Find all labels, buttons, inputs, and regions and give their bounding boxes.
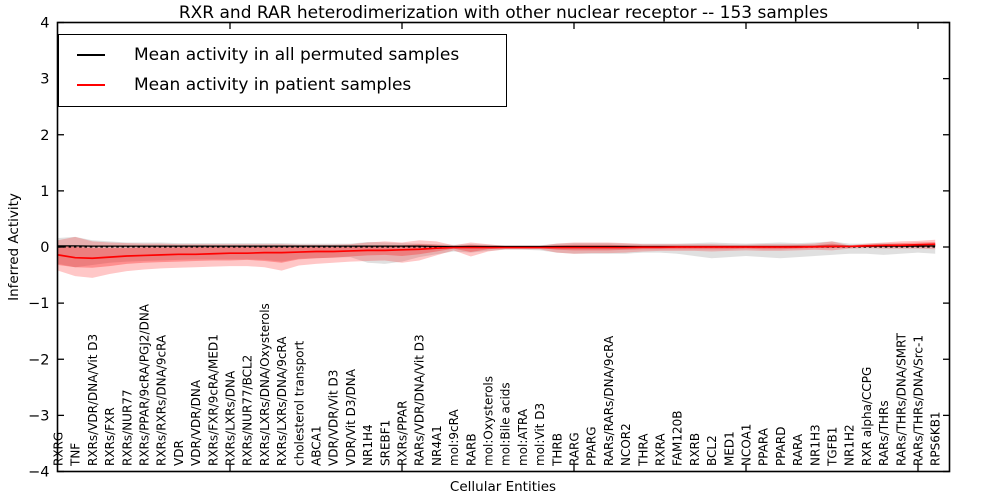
x-category-label: VDR/VDR/Vit D3 [327, 370, 341, 466]
x-category-label: RARs/THRs [877, 400, 891, 466]
x-category-label: RXRA [654, 433, 668, 466]
y-tick-label: 4 [40, 16, 49, 32]
x-category-label: NR1H3 [808, 424, 822, 466]
x-category-label: NR1H4 [361, 424, 375, 466]
x-category-label: RARs/VDR/DNA/Vit D3 [413, 334, 427, 466]
x-category-label: mol:Oxysterols [482, 376, 496, 466]
y-tick-label: −3 [28, 408, 49, 424]
x-category-label: RARs/THRs/DNA/SMRT [894, 332, 908, 466]
x-category-label: mol:Vit D3 [533, 403, 547, 466]
x-category-label: RXR alpha/CCPG [860, 367, 874, 466]
x-category-label: RXRs/LXRs/DNA/Oxysterols [258, 303, 272, 466]
legend-entry-patient: Mean activity in patient samples [59, 70, 506, 100]
legend-label-permuted: Mean activity in all permuted samples [134, 45, 460, 65]
y-tick-label: 0 [40, 240, 49, 256]
y-tick-label: 2 [40, 128, 49, 144]
legend-entry-permuted: Mean activity in all permuted samples [59, 40, 506, 70]
x-category-label: RARG [568, 432, 582, 466]
x-category-label: BCL2 [705, 435, 719, 466]
patient-line-swatch [77, 84, 105, 86]
x-category-label: cholesterol transport [292, 340, 306, 466]
x-category-label: RXRs/PPAR/9cRA/PGJ2/DNA [138, 303, 152, 466]
x-category-label: RARA [791, 433, 805, 466]
x-category-label: RXRs/PPAR [396, 401, 410, 466]
x-category-label: RARs/THRs/DNA/Src-1 [912, 335, 926, 466]
x-category-label: PPARA [757, 427, 771, 466]
x-category-label: NCOR2 [619, 423, 633, 466]
chart-title: RXR and RAR heterodimerization with othe… [178, 3, 829, 23]
x-category-label: PPARD [774, 427, 788, 467]
x-category-label: NCOA1 [740, 424, 754, 466]
permuted-samples-range-band [58, 236, 936, 268]
x-category-label: RPS6KB1 [929, 411, 943, 466]
y-axis-title: Inferred Activity [6, 193, 22, 301]
x-category-label: RARs/RARs/DNA/9cRA [602, 335, 616, 466]
y-tick-label: −4 [28, 465, 49, 481]
x-category-label: VDR/VDR/DNA [189, 379, 203, 466]
x-category-label: RXRs/FXR/9cRA/MED1 [206, 334, 220, 466]
x-category-label: RXRs/NUR77/BCL2 [241, 355, 255, 466]
x-category-label: mol:ATRA [516, 408, 530, 466]
patient-mean-line [57, 243, 936, 260]
x-category-label: RXRs/RXRs/DNA/9cRA [155, 334, 169, 466]
x-category-label: RARB [464, 433, 478, 466]
x-category-label: FAM120B [671, 411, 685, 467]
y-tick-label: 3 [40, 72, 49, 88]
x-category-label: SREBF1 [378, 420, 392, 466]
x-category-label: RXRs/VDR/DNA/Vit D3 [86, 334, 100, 466]
x-category-label: RXRs/LXRs/DNA/9cRA [275, 336, 289, 466]
x-category-label: mol:9cRA [447, 409, 461, 466]
x-category-label: THRA [636, 433, 650, 467]
y-tick-label: 1 [40, 184, 49, 200]
x-category-label: THRB [550, 433, 564, 467]
x-axis-title: Cellular Entities [449, 479, 557, 495]
x-category-label: RXRG [52, 432, 66, 466]
x-category-label: MED1 [722, 431, 736, 466]
x-category-label: RXRs/LXRs/DNA [224, 370, 238, 466]
x-category-label: RXRB [688, 433, 702, 466]
x-category-label: NR4A1 [430, 425, 444, 466]
x-category-label: mol:Bile acids [499, 382, 513, 466]
x-category-label: TNF [69, 443, 83, 467]
permuted-line-swatch [77, 54, 105, 56]
x-category-label: RXRs/NUR77 [120, 389, 134, 466]
x-category-label: ABCA1 [310, 426, 324, 466]
y-tick-label: −2 [28, 352, 49, 368]
x-category-label: TGFB1 [826, 427, 840, 467]
legend-label-patient: Mean activity in patient samples [134, 75, 412, 95]
y-tick-label: −1 [28, 296, 49, 312]
x-category-label: VDR [172, 440, 186, 466]
patient-samples-range-inner-band [58, 241, 936, 268]
x-category-label: VDR/Vit D3/DNA [344, 368, 358, 466]
x-category-label: RXRs/FXR [103, 407, 117, 466]
x-category-label: NR1H2 [843, 424, 857, 466]
legend: Mean activity in all permuted samples Me… [58, 34, 507, 107]
x-category-label: PPARG [585, 426, 599, 466]
